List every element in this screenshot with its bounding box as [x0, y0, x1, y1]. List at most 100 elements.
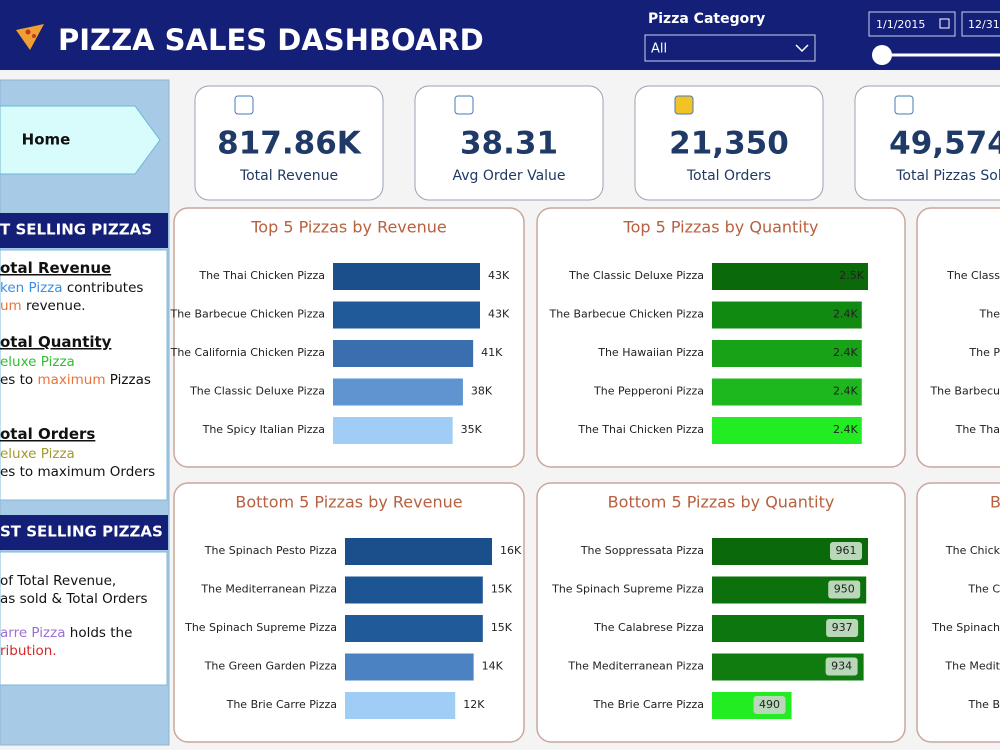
dropdown-arrow [795, 44, 809, 53]
kpi-value: 21,350 [669, 126, 789, 162]
kpi-value: 817.86K [217, 126, 362, 162]
value-label: 43K [488, 308, 510, 321]
bar-label: The California Chicken Pizza [170, 346, 325, 359]
dropdown-value: All [651, 42, 667, 57]
bar [712, 340, 862, 367]
bar-label: The Calabrese Pizza [593, 621, 704, 634]
value-label: 12K [463, 698, 485, 711]
bar-label: The Soppressata Pizza [580, 544, 704, 557]
bar-label: The Pepperoni Pizza [593, 385, 704, 398]
value-label: 16K [500, 544, 522, 557]
bar-label: The Chick [945, 544, 1000, 557]
header-bar [0, 0, 1000, 70]
value-label: 2.4K [833, 423, 858, 436]
bar-label: The Brie Carre Pizza [593, 698, 704, 711]
chart-title: Bottom 5 Pizzas by Quantity [608, 493, 835, 512]
insight-text: es to maximum Orders [0, 464, 155, 480]
pizza-icon [16, 24, 44, 50]
bar [345, 538, 492, 565]
kpi-label: Total Pizzas Sol [895, 168, 1000, 184]
bar-label: The Class [946, 269, 1000, 282]
value-badge [825, 657, 858, 676]
bar [712, 378, 862, 406]
value-label: 15K [491, 621, 513, 634]
value-label: 14K [482, 660, 504, 673]
worst-box [0, 551, 168, 686]
bar [345, 615, 483, 642]
insight-line: eluxe Pizza [0, 354, 75, 370]
value-label: 38K [471, 385, 493, 398]
insight-text: eluxe Pizza [0, 354, 75, 370]
insight-text: maximum [37, 372, 105, 388]
insight-line: otal Quantity [0, 333, 112, 351]
kpi-icon [454, 95, 474, 115]
insight-text: um [0, 298, 22, 314]
chart-card [916, 482, 1000, 743]
bar-label: The Hawaiian Pizza [597, 346, 704, 359]
chart-title: Top 5 Pizzas by Quantity [623, 218, 819, 237]
bar-label: The Thai Chicken Pizza [577, 423, 704, 436]
value-badge [828, 580, 861, 599]
value-label: 15K [491, 583, 513, 596]
slider-handle[interactable] [872, 45, 892, 65]
bar-label: The B [967, 698, 1000, 711]
value-badge [753, 696, 786, 714]
bar [333, 263, 480, 290]
bar-label: The Mediterranean Pizza [567, 660, 704, 673]
value-label: 934 [831, 660, 852, 673]
date-end-box[interactable] [961, 11, 1000, 37]
insight-text: otal Revenue [0, 259, 111, 277]
value-label: 35K [461, 423, 483, 436]
bar-label: The Mediterranean Pizza [200, 583, 337, 596]
date-start-box[interactable] [868, 11, 956, 37]
bar-label: The Spicy Italian Pizza [202, 423, 325, 436]
value-label: 43K [488, 269, 510, 282]
insight-text: arre Pizza [0, 625, 65, 641]
insight-text: as sold & Total Orders [0, 591, 148, 607]
bar-label: The Classic Deluxe Pizza [568, 269, 704, 282]
insight-line: of Total Revenue, [0, 573, 116, 589]
date-start: 1/1/2015 [876, 18, 925, 31]
bar [333, 417, 453, 444]
value-label: 2.4K [833, 385, 858, 398]
insight-text: ribution. [0, 643, 57, 659]
bar-label: The Barbecue Chicken Pizza [548, 308, 704, 321]
value-label: 41K [481, 346, 503, 359]
value-label: 961 [836, 544, 857, 557]
dropdown[interactable] [644, 34, 816, 62]
insight-line: es to maximum Orders [0, 464, 155, 480]
home-button[interactable] [0, 105, 161, 175]
bar-label: The Spinach [931, 621, 1000, 634]
value-badge [830, 542, 862, 560]
chart-card [916, 207, 1000, 468]
best-title-bar [0, 213, 168, 248]
bar-label: The Barbecue Chicken Pizza [169, 308, 325, 321]
bar [333, 340, 474, 367]
insight-line: as sold & Total Orders [0, 591, 148, 607]
bar [345, 653, 474, 681]
chart-title: Bottom 5 Pizzas by Revenue [235, 493, 462, 512]
kpi-label: Total Orders [686, 168, 771, 184]
bar [712, 417, 862, 444]
insight-line: ken Pizza contributes [0, 280, 143, 296]
kpi-label: Avg Order Value [452, 168, 565, 184]
bar-label: The Thai Chicken Pizza [198, 269, 325, 282]
bar [712, 301, 862, 329]
kpi-icon [674, 95, 694, 115]
bar-label: The Spinach Supreme Pizza [184, 621, 337, 634]
bar [345, 692, 456, 719]
bar-label: The Barbecu [929, 385, 1000, 398]
calendar-icon [939, 18, 950, 29]
insight-line: eluxe Pizza [0, 446, 75, 462]
insight-line: otal Orders [0, 425, 95, 443]
insight-text: es to [0, 372, 37, 388]
insight-line: otal Revenue [0, 259, 111, 277]
bar-label: The Spinach Supreme Pizza [551, 583, 704, 596]
chart-title: Top 5 Pizzas by Revenue [250, 218, 447, 237]
value-label: 950 [834, 583, 855, 596]
worst-title-bar [0, 515, 168, 550]
bar [712, 263, 868, 290]
insight-line: ribution. [0, 643, 57, 659]
date-end: 12/31/ [968, 18, 1000, 31]
bar-label: The Green Garden Pizza [204, 660, 337, 673]
